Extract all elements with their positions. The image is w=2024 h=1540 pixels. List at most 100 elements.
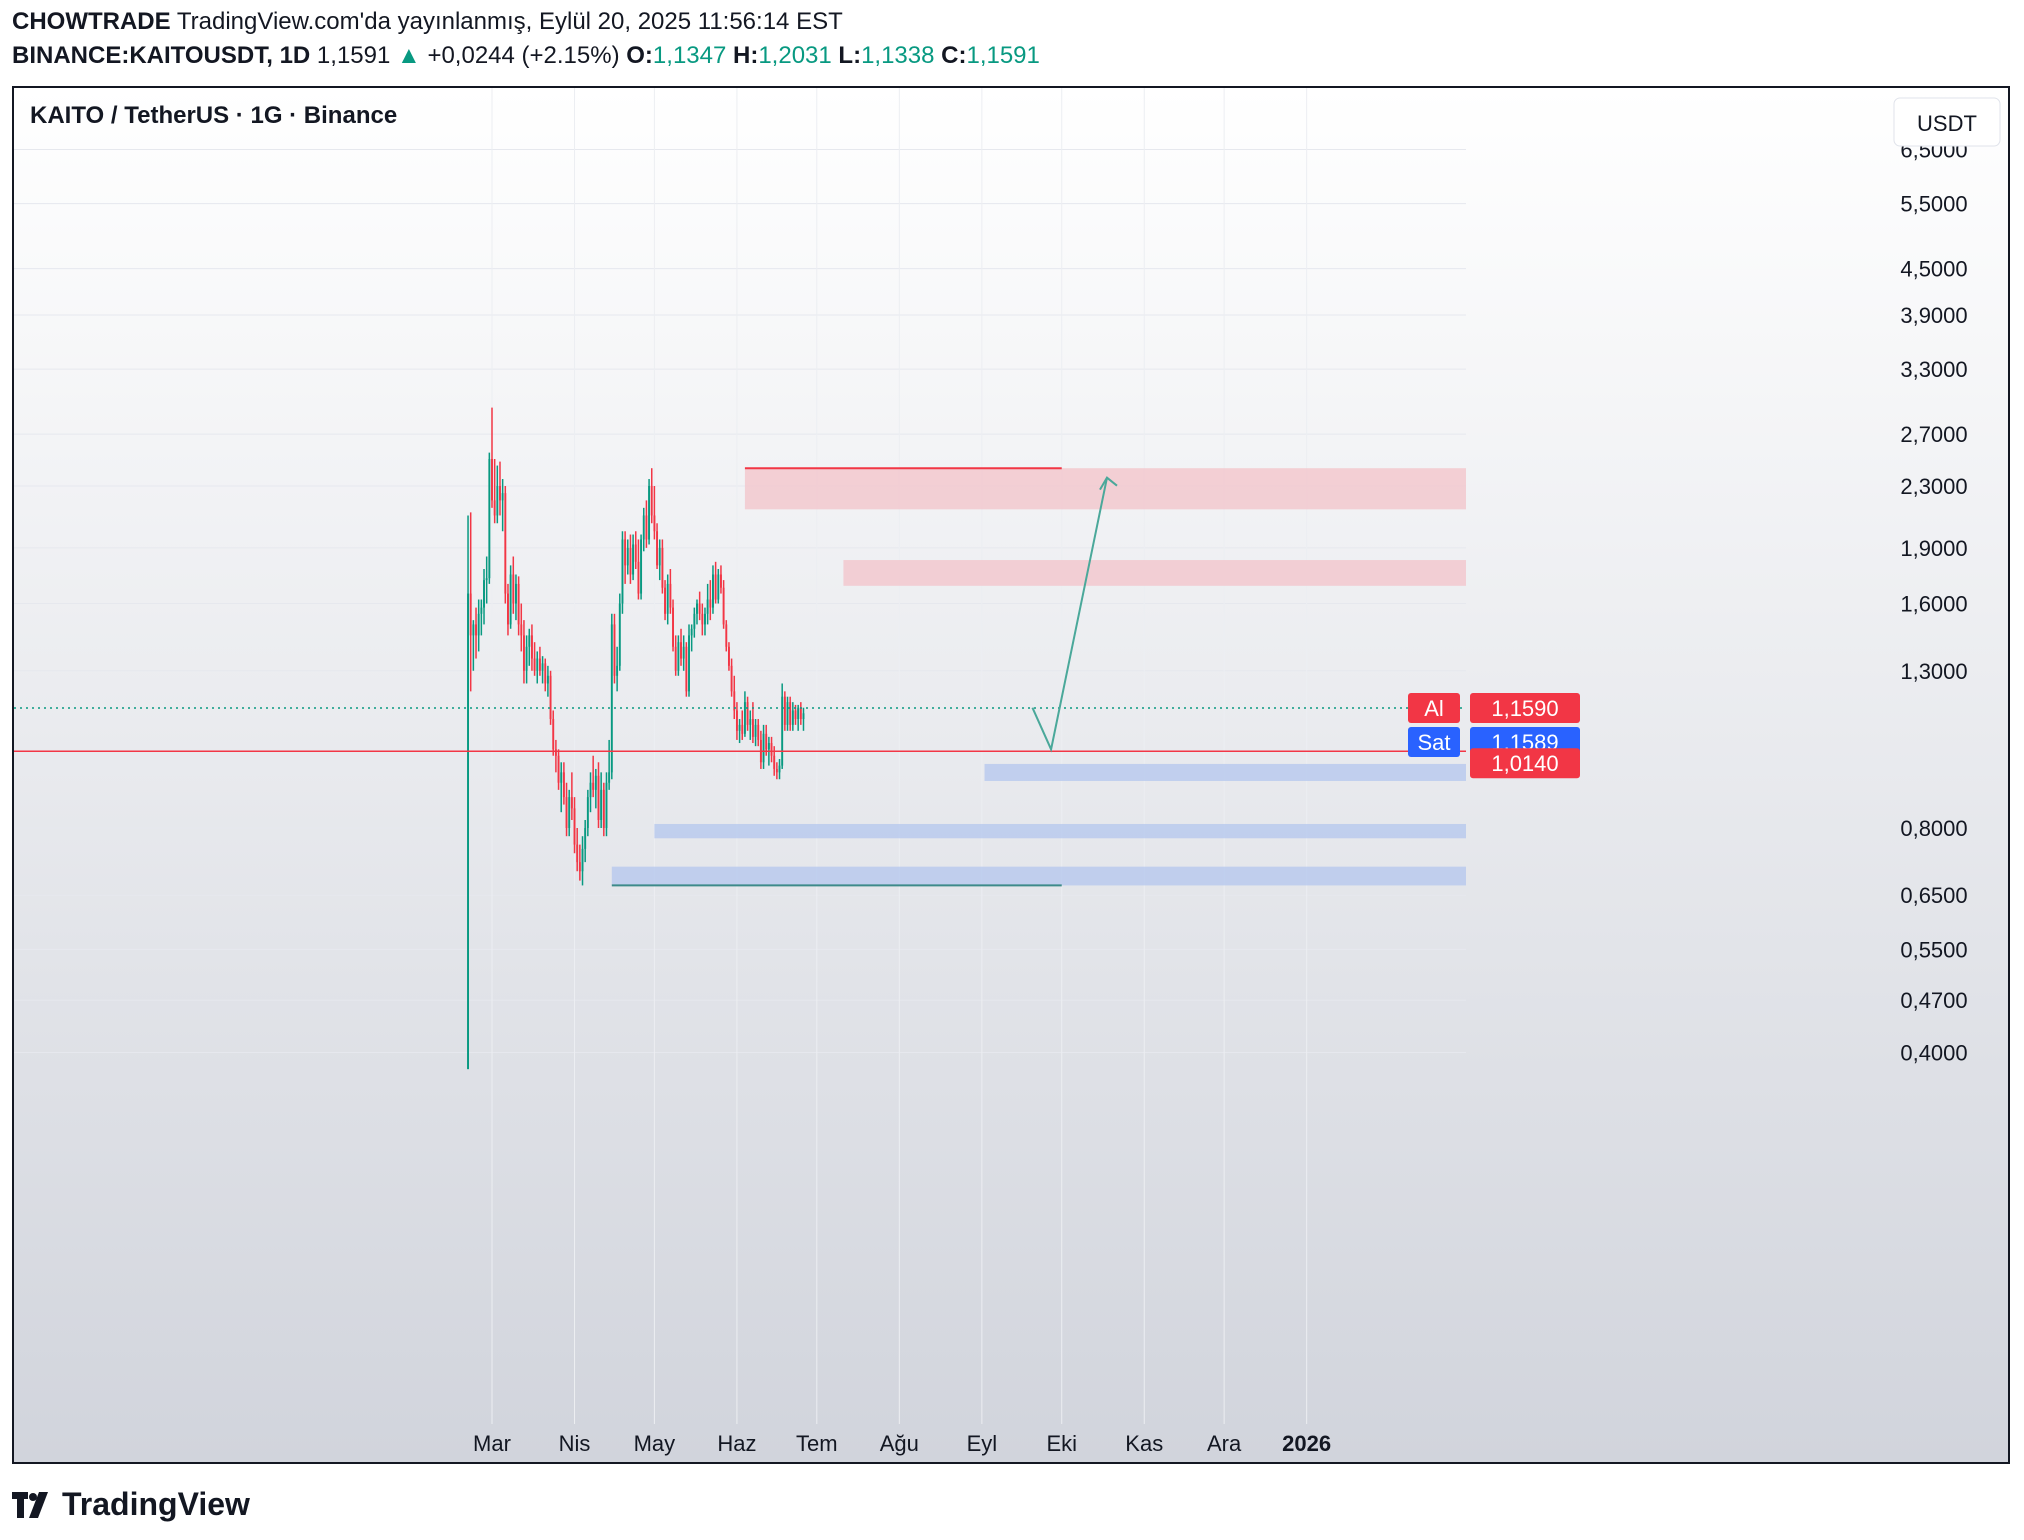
candle-body [586, 797, 589, 828]
author-name[interactable]: CHOWTRADE [12, 8, 171, 35]
y-tick-label: 1,3000 [1900, 659, 1967, 684]
y-tick-label: 0,4000 [1900, 1040, 1967, 1065]
price-label-box [1470, 692, 1580, 723]
candle-body [714, 574, 717, 600]
close-value: 1,1591 [966, 42, 1040, 69]
candle-body [749, 719, 752, 725]
x-tick-label: Kas [1125, 1431, 1163, 1456]
candle-body [584, 828, 587, 849]
candle-body [600, 789, 603, 821]
candle-body [528, 635, 531, 647]
candle-body [762, 733, 765, 763]
x-tick-label: Ara [1207, 1431, 1242, 1456]
high-value: 1,2031 [758, 42, 832, 69]
candle-body [525, 646, 528, 671]
y-tick-label: 0,6500 [1900, 883, 1967, 908]
tradingview-logo-text: TradingView [62, 1486, 250, 1522]
candle-body [773, 755, 776, 769]
candle-body [658, 547, 661, 566]
candle-body [802, 713, 805, 720]
candle-body [696, 603, 698, 614]
candle-body [501, 493, 504, 501]
candle-body [661, 547, 664, 588]
candle-body [475, 624, 477, 636]
candle-body [741, 724, 744, 734]
chart-canvas[interactable]: 6,50005,50004,50003,90003,30002,70002,30… [14, 88, 2008, 1462]
candle-body [738, 724, 741, 731]
price-label-value: 1,1590 [1491, 696, 1558, 721]
price-axis[interactable]: 6,50005,50004,50003,90003,30002,70002,30… [1900, 138, 1967, 1066]
arrow-up-icon: ▲ [397, 42, 421, 69]
candle-body [664, 587, 667, 614]
candle-body [610, 624, 613, 773]
candle-body [469, 593, 472, 636]
candle-body [520, 624, 523, 636]
currency-button[interactable]: USDT [1893, 97, 2001, 147]
candle-body [522, 635, 525, 671]
candle-body [621, 539, 624, 604]
support-zone [984, 763, 1466, 781]
candle-body [797, 707, 800, 720]
candle-body [557, 755, 560, 783]
candle-body [770, 743, 773, 756]
candle-body [783, 696, 786, 725]
y-tick-label: 3,3000 [1900, 357, 1967, 382]
candle-body [560, 772, 563, 783]
x-tick-label: Ağu [880, 1431, 919, 1456]
x-tick-label: 2026 [1282, 1431, 1331, 1456]
chart-frame[interactable]: 6,5000 5,5000 4,5000 3,9000 3,3000 2,7000 2,30… [12, 86, 2010, 1464]
candle-body [727, 646, 730, 666]
lines-layer [14, 467, 1466, 887]
candle-body [653, 515, 656, 532]
candle-body [491, 458, 493, 501]
support-zone [611, 866, 1466, 886]
candle-body [733, 691, 736, 711]
tradingview-logo[interactable]: TradingView [12, 1486, 250, 1523]
time-axis[interactable]: Mar Nis May Haz Tem Ağu Eyl Eki Kas Ara 2026 [473, 1431, 1331, 1456]
chart-title: KAITO / TetherUS · 1G · Binance [30, 102, 397, 129]
candle-body [767, 743, 770, 750]
symbol-label: BINANCE:KAITOUSDT, 1D [12, 42, 311, 69]
candle-body [488, 458, 491, 579]
candle-body [581, 848, 584, 872]
candle-body [743, 702, 746, 734]
y-tick-label: 0,8000 [1900, 816, 1967, 841]
candle-body [613, 624, 616, 676]
candle-body [637, 561, 640, 594]
candle-body [509, 574, 512, 625]
candle-body [629, 547, 632, 575]
candle-body [666, 583, 669, 614]
candle-body [592, 782, 595, 790]
candle-body [602, 789, 605, 828]
candle-body [640, 539, 643, 594]
candle-body [554, 749, 557, 756]
y-tick-label: 5,5000 [1900, 192, 1967, 217]
candle-body [578, 862, 581, 872]
candle-body [576, 844, 579, 863]
candle-body [751, 719, 754, 737]
candle-body [682, 646, 685, 659]
candle-body [597, 775, 600, 821]
candle-body [669, 583, 672, 608]
candle-body [725, 624, 728, 647]
price-label-tag: Sat [1417, 730, 1450, 755]
candle-body [704, 613, 706, 625]
candle-body [536, 658, 539, 671]
candle-body [680, 642, 682, 659]
x-tick-label: Nis [559, 1431, 591, 1456]
candle-body [483, 580, 485, 608]
candle-body [754, 724, 757, 737]
candle-body [650, 486, 653, 516]
high-label: H: [733, 42, 759, 69]
candle-body [672, 607, 674, 647]
candle-body [549, 675, 552, 720]
y-tick-label: 1,6000 [1900, 592, 1967, 617]
low-label: L: [838, 42, 862, 69]
price-label-box [1470, 748, 1580, 779]
y-tick-label: 3,9000 [1900, 303, 1967, 328]
currency-label: USDT [1917, 111, 1977, 136]
candle-body [605, 782, 608, 828]
low-value: 1,1338 [861, 42, 935, 69]
candle-body [693, 613, 696, 629]
